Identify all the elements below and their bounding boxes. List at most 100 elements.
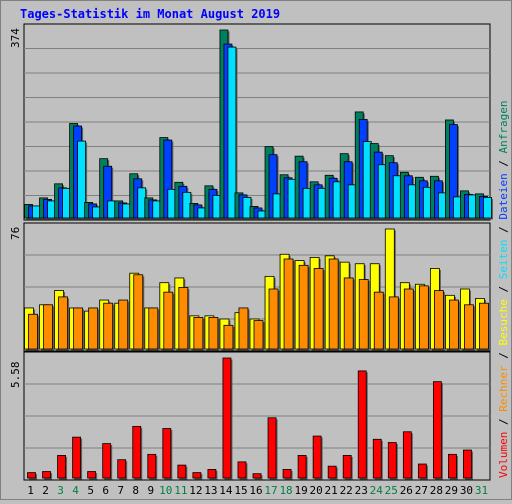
rechner-bar (253, 320, 264, 350)
volumen-bar (57, 455, 66, 479)
x-tick-label: 18 (279, 484, 292, 497)
x-tick-label: 21 (325, 484, 338, 497)
volumen-bar (417, 463, 427, 479)
x-axis-day-labels: 1 2 3 4 5 6 7 8 9 10 11 12 13 14 15 16 17 18 19 20 21 22 23 24 2… (27, 484, 488, 497)
seiten-bar (77, 140, 87, 219)
volumen-bar (448, 453, 457, 479)
rechner-bar (418, 285, 429, 350)
x-tick-label: 4 (72, 484, 79, 497)
rechner-bar (133, 274, 144, 350)
x-tick-label: 24 (370, 484, 384, 497)
volumen-bar (282, 468, 292, 479)
volumen-bar (147, 453, 157, 479)
x-tick-label: 7 (117, 484, 124, 497)
x-tick-label: 23 (355, 484, 368, 497)
x-tick-label: 14 (219, 484, 233, 497)
legend-entry: Rechner (497, 365, 510, 412)
x-tick-label: 16 (249, 484, 262, 497)
volumen-bar (132, 425, 142, 479)
volumen-bar (463, 449, 472, 479)
legend-entry: / (497, 412, 510, 432)
rechner-bar (178, 287, 189, 350)
rechner-bar (403, 288, 414, 350)
rechner-bar (313, 268, 324, 350)
x-tick-label: 26 (400, 484, 413, 497)
legend-entry: / (497, 220, 510, 240)
top-panel-max-label: 374 (9, 28, 22, 48)
volumen-bar (222, 357, 232, 479)
volumen-bar (192, 472, 202, 479)
rechner-bar (479, 302, 489, 350)
legend-entry: Volumen (497, 432, 510, 478)
bottom-panel (23, 351, 491, 481)
x-tick-label: 10 (159, 484, 172, 497)
x-tick-label: 12 (189, 484, 202, 497)
x-tick-label: 25 (385, 484, 398, 497)
rechner-bar (223, 324, 234, 350)
x-tick-label: 19 (294, 484, 307, 497)
volumen-bar (342, 455, 352, 479)
rechner-bar (449, 299, 459, 350)
bottom-panel-max-label: 5.58 (9, 362, 22, 389)
chart-title: Tages-Statistik im Monat August 2019 (20, 7, 280, 21)
x-tick-label: 28 (430, 484, 443, 497)
right-vertical-legend: Volumen / Rechner / Besuche / Seiten / D… (497, 100, 510, 478)
volumen-bar (102, 443, 112, 479)
rechner-bar (358, 279, 369, 350)
rechner-bar (103, 302, 114, 350)
rechner-bar (58, 296, 68, 350)
seiten-bar (227, 46, 237, 219)
volumen-bar (237, 461, 247, 479)
x-tick-label: 9 (147, 484, 154, 497)
volumen-bar (402, 431, 412, 479)
rechner-bar (464, 304, 474, 350)
legend-entry: Besuche (497, 299, 510, 345)
volumen-bar (252, 473, 262, 479)
x-tick-label: 30 (460, 484, 473, 497)
middle-panel-max-label: 76 (9, 227, 22, 240)
rechner-bar (88, 307, 99, 350)
rechner-bar (328, 258, 339, 350)
rechner-bar (238, 307, 249, 350)
seiten-bar (483, 196, 492, 219)
x-tick-label: 8 (132, 484, 139, 497)
rechner-bar (388, 296, 399, 350)
x-tick-label: 17 (264, 484, 277, 497)
volumen-bar (432, 381, 442, 479)
middle-panel (23, 222, 491, 352)
x-tick-label: 31 (475, 484, 488, 497)
legend-entry: Dateien (497, 173, 510, 219)
x-tick-label: 2 (42, 484, 49, 497)
x-tick-label: 15 (234, 484, 247, 497)
volumen-bar (357, 370, 367, 479)
x-tick-label: 27 (415, 484, 428, 497)
rechner-bar (298, 264, 309, 350)
volumen-bar (297, 455, 307, 479)
x-tick-label: 13 (204, 484, 217, 497)
volumen-bar (327, 465, 337, 479)
volumen-bar (72, 436, 82, 479)
volumen-bar (207, 468, 217, 479)
rechner-bar (433, 290, 444, 350)
volumen-bar (117, 459, 127, 479)
rechner-bar (43, 304, 53, 350)
x-tick-label: 29 (445, 484, 458, 497)
rechner-bar (73, 307, 84, 350)
x-tick-label: 3 (57, 484, 64, 497)
legend-entry: Seiten (497, 240, 510, 280)
volumen-bar (177, 464, 187, 479)
rechner-bar (208, 317, 219, 350)
volumen-bar (42, 471, 51, 479)
top-panel (23, 23, 493, 221)
legend-entry: / (497, 279, 510, 299)
rechner-bar (28, 313, 38, 350)
volumen-bar (27, 472, 36, 479)
rechner-bar (118, 299, 129, 350)
rechner-bar (373, 291, 384, 350)
x-tick-label: 22 (340, 484, 353, 497)
x-tick-label: 20 (310, 484, 323, 497)
rechner-bar (163, 291, 174, 350)
volumen-bar (312, 435, 322, 479)
